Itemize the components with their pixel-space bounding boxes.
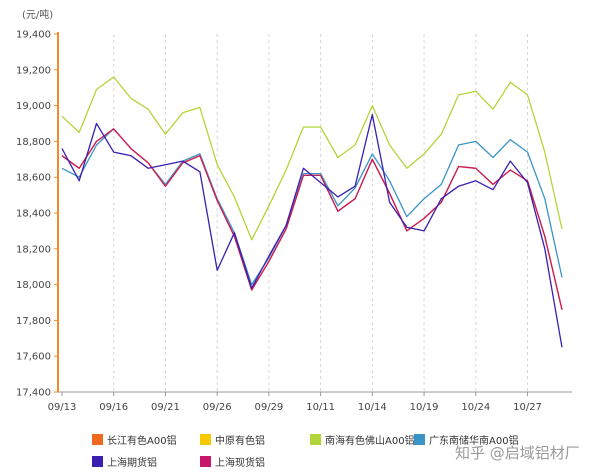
series-line-0 (61, 128, 563, 310)
y-tick-label: 18,000 (16, 280, 51, 291)
x-tick-label: 09/16 (99, 402, 128, 413)
series-line-2 (61, 76, 563, 241)
legend-swatch (92, 456, 103, 467)
x-tick-label: 10/11 (306, 402, 335, 413)
x-tick-label: 09/13 (48, 402, 77, 413)
y-tick-label: 18,400 (16, 209, 51, 220)
legend-label: 南海有色佛山A00铝 (325, 436, 415, 447)
legend-swatch (414, 434, 425, 445)
x-tick-label: 09/26 (203, 402, 232, 413)
y-tick-label: 18,800 (16, 137, 51, 148)
legend-label: 长江有色A00铝 (107, 436, 177, 447)
y-tick-label: 18,600 (16, 173, 51, 184)
y-tick-label: 17,400 (16, 388, 51, 399)
legend-item[interactable]: 南海有色佛山A00铝 (310, 432, 415, 447)
legend: 长江有色A00铝 中原有色铝 南海有色佛山A00铝 广东南储华南A00铝上海期货铝 上海… (0, 428, 600, 472)
series-line-1 (61, 128, 563, 310)
y-tick-label: 19,200 (16, 65, 51, 76)
watermark: 知乎 @启域铝材厂 (455, 444, 580, 462)
series-line-4 (61, 113, 563, 348)
x-tick-label: 10/14 (358, 402, 387, 413)
series-line-5 (61, 128, 563, 310)
legend-label: 中原有色铝 (215, 436, 265, 447)
y-tick-label: 17,800 (16, 316, 51, 327)
y-axis-unit-label: (元/吨) (22, 10, 54, 21)
legend-swatch (92, 434, 103, 445)
x-tick-label: 10/19 (410, 402, 439, 413)
legend-label: 上海期货铝 (107, 458, 157, 469)
y-tick-label: 18,200 (16, 244, 51, 255)
legend-swatch (200, 456, 211, 467)
x-tick-label: 09/29 (254, 402, 283, 413)
legend-swatch (310, 434, 321, 445)
legend-swatch (200, 434, 211, 445)
legend-item[interactable]: 上海现货铝 (200, 454, 265, 469)
legend-item[interactable]: 上海期货铝 (92, 454, 157, 469)
legend-label: 上海现货铝 (215, 458, 265, 469)
legend-item[interactable]: 长江有色A00铝 (92, 432, 177, 447)
legend-item[interactable]: 广东南储华南A00铝 (414, 432, 519, 447)
y-tick-label: 19,400 (16, 30, 51, 41)
y-tick-label: 19,000 (16, 101, 51, 112)
legend-item[interactable]: 中原有色铝 (200, 432, 265, 447)
x-tick-label: 10/24 (461, 402, 490, 413)
legend-label: 广东南储华南A00铝 (429, 436, 519, 447)
x-tick-label: 09/21 (151, 402, 180, 413)
y-tick-label: 17,600 (16, 352, 51, 363)
x-tick-label: 10/27 (513, 402, 542, 413)
series-line-3 (61, 128, 563, 286)
chart-canvas: 17,400 17,600 17,800 18,000 18,200 18,400 18,6… (16, 30, 572, 413)
